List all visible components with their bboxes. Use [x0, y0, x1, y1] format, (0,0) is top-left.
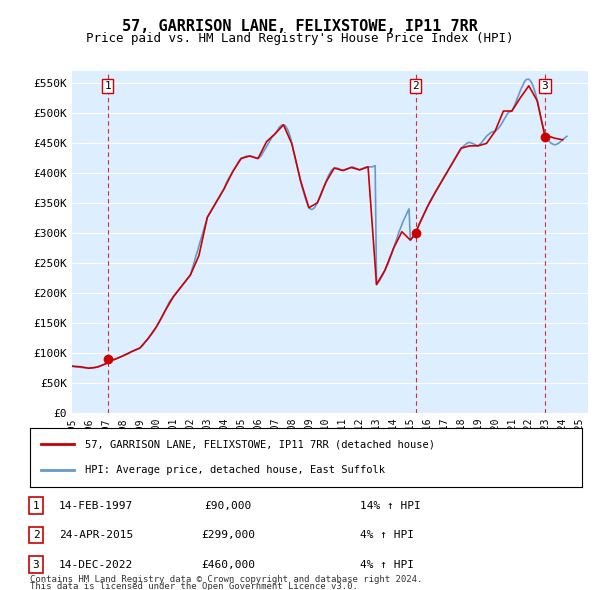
Text: This data is licensed under the Open Government Licence v3.0.: This data is licensed under the Open Gov… [30, 582, 358, 590]
Text: £90,000: £90,000 [205, 501, 251, 510]
Text: 4% ↑ HPI: 4% ↑ HPI [360, 560, 414, 569]
Text: 14-FEB-1997: 14-FEB-1997 [59, 501, 133, 510]
Text: 3: 3 [542, 81, 548, 91]
Text: 14% ↑ HPI: 14% ↑ HPI [360, 501, 421, 510]
Text: 4% ↑ HPI: 4% ↑ HPI [360, 530, 414, 540]
Text: £460,000: £460,000 [201, 560, 255, 569]
Text: 2: 2 [412, 81, 419, 91]
Text: Contains HM Land Registry data © Crown copyright and database right 2024.: Contains HM Land Registry data © Crown c… [30, 575, 422, 584]
Text: 24-APR-2015: 24-APR-2015 [59, 530, 133, 540]
Text: HPI: Average price, detached house, East Suffolk: HPI: Average price, detached house, East… [85, 466, 385, 475]
Text: 2: 2 [32, 530, 40, 540]
Text: 14-DEC-2022: 14-DEC-2022 [59, 560, 133, 569]
Text: 57, GARRISON LANE, FELIXSTOWE, IP11 7RR: 57, GARRISON LANE, FELIXSTOWE, IP11 7RR [122, 19, 478, 34]
Text: £299,000: £299,000 [201, 530, 255, 540]
Text: Price paid vs. HM Land Registry's House Price Index (HPI): Price paid vs. HM Land Registry's House … [86, 32, 514, 45]
Text: 1: 1 [32, 501, 40, 510]
Text: 57, GARRISON LANE, FELIXSTOWE, IP11 7RR (detached house): 57, GARRISON LANE, FELIXSTOWE, IP11 7RR … [85, 440, 435, 449]
Text: 3: 3 [32, 560, 40, 569]
Text: 1: 1 [104, 81, 111, 91]
